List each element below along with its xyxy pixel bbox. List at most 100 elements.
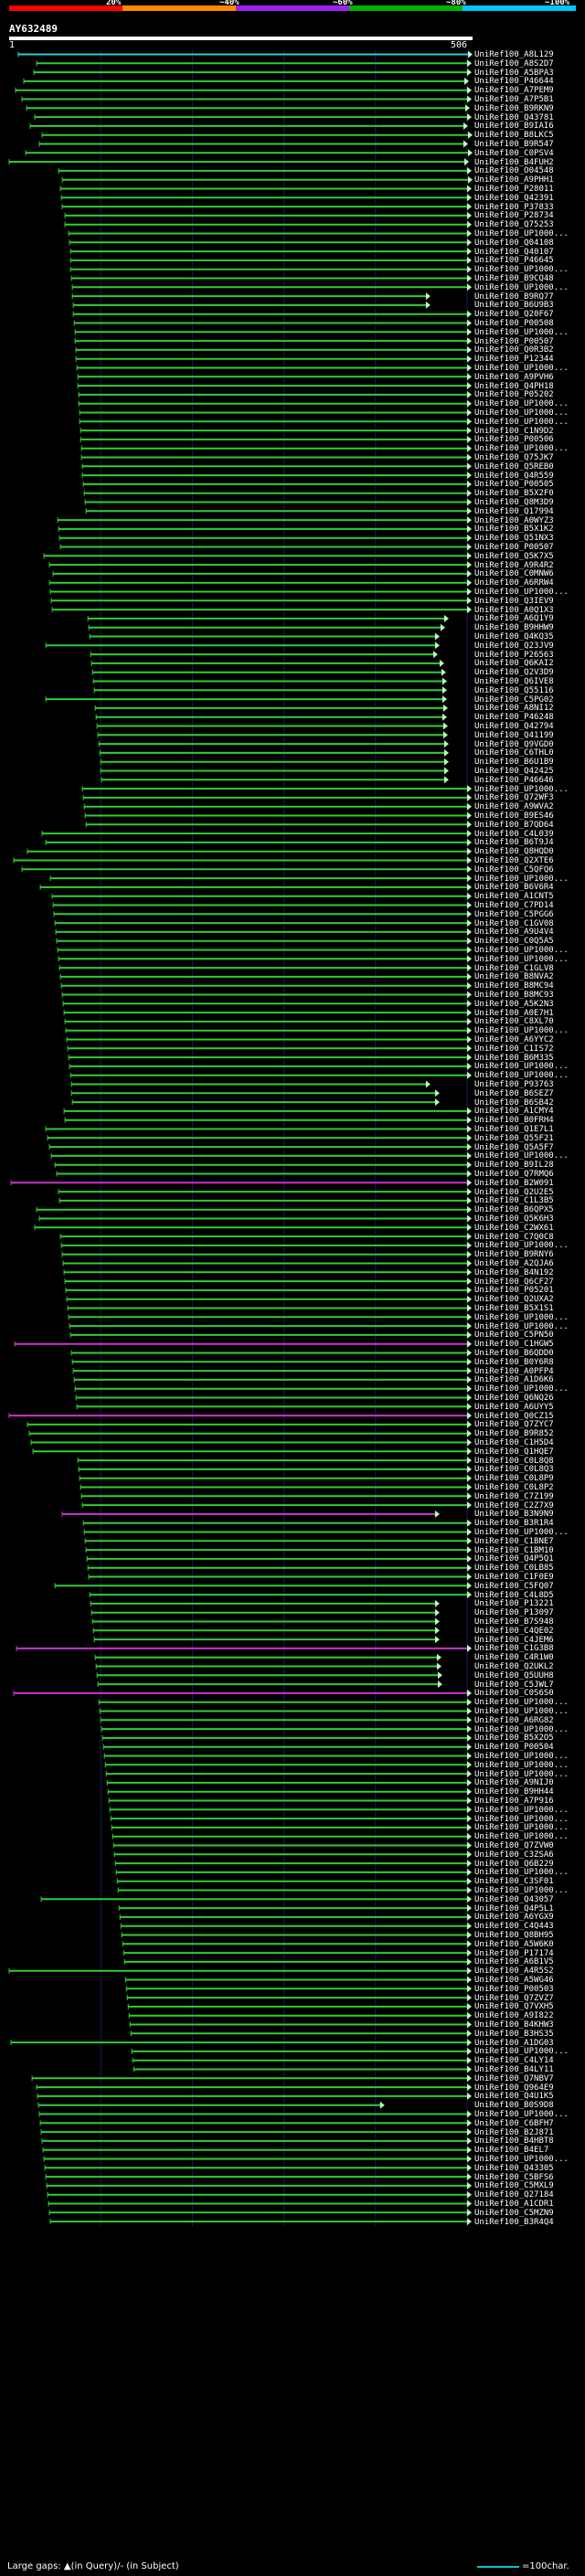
hit-accession-link[interactable]: UniRef100_P13097 xyxy=(474,1608,554,1618)
hit-accession-link[interactable]: UniRef100_Q43305 xyxy=(474,2163,554,2173)
hit-accession-link[interactable]: UniRef100_A1CNT5 xyxy=(474,892,554,902)
hit-accession-link[interactable]: UniRef100_Q9VGD0 xyxy=(474,739,554,749)
hit-accession-link[interactable]: UniRef100_P00507 xyxy=(474,336,554,346)
hit-accession-link[interactable]: UniRef100_C4R1W0 xyxy=(474,1653,554,1663)
hit-accession-link[interactable]: UniRef100_Q7ZYC7 xyxy=(474,1420,554,1430)
hit-accession-link[interactable]: UniRef100_P00505 xyxy=(474,480,554,490)
hit-accession-link[interactable]: UniRef100_Q4U1K5 xyxy=(474,2092,554,2102)
hit-accession-link[interactable]: UniRef100_UP1000... xyxy=(474,1071,569,1081)
hit-accession-link[interactable]: UniRef100_A0E7H1 xyxy=(474,1008,554,1018)
hit-accession-link[interactable]: UniRef100_C3SF01 xyxy=(474,1877,554,1887)
hit-accession-link[interactable]: UniRef100_B9RNY6 xyxy=(474,1250,554,1260)
hit-accession-link[interactable]: UniRef100_C4QE02 xyxy=(474,1626,554,1636)
hit-accession-link[interactable]: UniRef100_Q75253 xyxy=(474,220,554,230)
hit-accession-link[interactable]: UniRef100_P46248 xyxy=(474,713,554,723)
hit-accession-link[interactable]: UniRef100_C0MNW6 xyxy=(474,569,554,579)
hit-accession-link[interactable]: UniRef100_UP1000... xyxy=(474,1814,569,1824)
hit-accession-link[interactable]: UniRef100_B3N9N9 xyxy=(474,1510,554,1520)
hit-accession-link[interactable]: UniRef100_Q6IVE8 xyxy=(474,677,554,686)
hit-accession-link[interactable]: UniRef100_Q72WF3 xyxy=(474,793,554,803)
hit-accession-link[interactable]: UniRef100_C6BFH7 xyxy=(474,2118,554,2128)
hit-accession-link[interactable]: UniRef100_Q04108 xyxy=(474,238,554,248)
hit-accession-link[interactable]: UniRef100_P00507 xyxy=(474,543,554,552)
hit-accession-link[interactable]: UniRef100_UP1000... xyxy=(474,1805,569,1815)
hit-accession-link[interactable]: UniRef100_B5X1S1 xyxy=(474,1304,554,1313)
hit-accession-link[interactable]: UniRef100_UP1000... xyxy=(474,1062,569,1072)
hit-accession-link[interactable]: UniRef100_C0S6S0 xyxy=(474,1689,554,1699)
hit-accession-link[interactable]: UniRef100_UP1000... xyxy=(474,1241,569,1251)
hit-accession-link[interactable]: UniRef100_A9WVA2 xyxy=(474,802,554,812)
hit-accession-link[interactable]: UniRef100_B0Y6R8 xyxy=(474,1357,554,1367)
hit-accession-link[interactable]: UniRef100_B4FUH2 xyxy=(474,157,554,167)
hit-accession-link[interactable]: UniRef100_B4EL7 xyxy=(474,2146,549,2156)
hit-accession-link[interactable]: UniRef100_UP1000... xyxy=(474,417,569,427)
hit-accession-link[interactable]: UniRef100_B6U9B3 xyxy=(474,301,554,311)
hit-accession-link[interactable]: UniRef100_C5BFS6 xyxy=(474,2172,554,2182)
hit-accession-link[interactable]: UniRef100_Q23JV9 xyxy=(474,641,554,651)
hit-accession-link[interactable]: UniRef100_A6UYY5 xyxy=(474,1402,554,1412)
hit-accession-link[interactable]: UniRef100_UP1000... xyxy=(474,1384,569,1394)
hit-accession-link[interactable]: UniRef100_P00504 xyxy=(474,1743,554,1753)
hit-accession-link[interactable]: UniRef100_Q8HQD0 xyxy=(474,847,554,857)
hit-accession-link[interactable]: UniRef100_A5W6K0 xyxy=(474,1939,554,1949)
hit-accession-link[interactable]: UniRef100_B9HHW9 xyxy=(474,623,554,633)
hit-accession-link[interactable]: UniRef100_UP1000... xyxy=(474,2047,569,2057)
hit-accession-link[interactable]: UniRef100_UP1000... xyxy=(474,1321,569,1331)
hit-accession-link[interactable]: UniRef100_Q8M3D9 xyxy=(474,498,554,507)
hit-accession-link[interactable]: UniRef100_Q43781 xyxy=(474,112,554,122)
hit-accession-link[interactable]: UniRef100_Q41199 xyxy=(474,730,554,740)
hit-accession-link[interactable]: UniRef100_B2W091 xyxy=(474,1178,554,1188)
hit-accession-link[interactable]: UniRef100_Q7VXH5 xyxy=(474,2002,554,2012)
hit-accession-link[interactable]: UniRef100_A5K2N3 xyxy=(474,999,554,1009)
hit-accession-link[interactable]: UniRef100_C0L8P9 xyxy=(474,1474,554,1484)
hit-accession-link[interactable]: UniRef100_P28734 xyxy=(474,211,554,221)
hit-accession-link[interactable]: UniRef100_Q7ZVZ7 xyxy=(474,1993,554,2003)
hit-accession-link[interactable]: UniRef100_C4Q443 xyxy=(474,1922,554,1932)
hit-accession-link[interactable]: UniRef100_UP1000... xyxy=(474,1823,569,1833)
hit-accession-link[interactable]: UniRef100_C1GV08 xyxy=(474,918,554,928)
hit-accession-link[interactable]: UniRef100_A4R5S2 xyxy=(474,1966,554,1977)
hit-accession-link[interactable]: UniRef100_P37833 xyxy=(474,202,554,212)
hit-accession-link[interactable]: UniRef100_A8NI12 xyxy=(474,704,554,714)
hit-accession-link[interactable]: UniRef100_B8MC93 xyxy=(474,991,554,1000)
hit-accession-link[interactable]: UniRef100_P93763 xyxy=(474,1080,554,1089)
hit-accession-link[interactable]: UniRef100_B2J871 xyxy=(474,2127,554,2137)
hit-accession-link[interactable]: UniRef100_Q0CZ15 xyxy=(474,1411,554,1421)
hit-accession-link[interactable]: UniRef100_Q4P5L1 xyxy=(474,1903,554,1913)
hit-accession-link[interactable]: UniRef100_B9IL28 xyxy=(474,1161,554,1171)
hit-accession-link[interactable]: UniRef100_UP1000... xyxy=(474,2155,569,2164)
hit-accession-link[interactable]: UniRef100_Q43057 xyxy=(474,1894,554,1904)
hit-accession-link[interactable]: UniRef100_B4LY11 xyxy=(474,2065,554,2074)
hit-accession-link[interactable]: UniRef100_C5JWL7 xyxy=(474,1680,554,1690)
hit-accession-link[interactable]: UniRef100_UP1000... xyxy=(474,1832,569,1842)
hit-accession-link[interactable]: UniRef100_A9PVH6 xyxy=(474,372,554,382)
hit-accession-link[interactable]: UniRef100_B9RQ77 xyxy=(474,292,554,302)
hit-accession-link[interactable]: UniRef100_P46645 xyxy=(474,256,554,266)
hit-accession-link[interactable]: UniRef100_B6SB42 xyxy=(474,1097,554,1108)
hit-accession-link[interactable]: UniRef100_A5BPA3 xyxy=(474,68,554,78)
hit-accession-link[interactable]: UniRef100_A0WYZ3 xyxy=(474,515,554,525)
hit-accession-link[interactable]: UniRef100_B9RKN9 xyxy=(474,103,554,113)
hit-accession-link[interactable]: UniRef100_A6RRW4 xyxy=(474,578,554,588)
hit-accession-link[interactable]: UniRef100_C1BM10 xyxy=(474,1545,554,1555)
hit-accession-link[interactable]: UniRef100_B0S9D8 xyxy=(474,2101,554,2111)
hit-accession-link[interactable]: UniRef100_Q5UUH8 xyxy=(474,1670,554,1680)
hit-accession-link[interactable]: UniRef100_UP1000... xyxy=(474,1724,569,1734)
hit-accession-link[interactable]: UniRef100_Q17994 xyxy=(474,506,554,516)
hit-accession-link[interactable]: UniRef100_C5MZN9 xyxy=(474,2208,554,2218)
hit-accession-link[interactable]: UniRef100_Q40107 xyxy=(474,247,554,257)
hit-accession-link[interactable]: UniRef100_P05201 xyxy=(474,1286,554,1296)
hit-accession-link[interactable]: UniRef100_B8LKC5 xyxy=(474,131,554,141)
hit-accession-link[interactable]: UniRef100_Q55F21 xyxy=(474,1133,554,1143)
hit-accession-link[interactable]: UniRef100_A1DG03 xyxy=(474,2038,554,2048)
hit-accession-link[interactable]: UniRef100_UP1000... xyxy=(474,1698,569,1708)
hit-accession-link[interactable]: UniRef100_UP1000... xyxy=(474,1886,569,1895)
hit-accession-link[interactable]: UniRef100_UP1000... xyxy=(474,399,569,409)
hit-accession-link[interactable]: UniRef100_A6B1V5 xyxy=(474,1957,554,1967)
hit-accession-link[interactable]: UniRef100_Q5A5F7 xyxy=(474,1142,554,1152)
hit-accession-link[interactable]: UniRef100_C5MXL9 xyxy=(474,2181,554,2191)
hit-accession-link[interactable]: UniRef100_C5PN50 xyxy=(474,1330,554,1341)
hit-accession-link[interactable]: UniRef100_B9R547 xyxy=(474,140,554,149)
hit-accession-link[interactable]: UniRef100_A7PEM9 xyxy=(474,86,554,96)
hit-accession-link[interactable]: UniRef100_Q6CF27 xyxy=(474,1277,554,1287)
